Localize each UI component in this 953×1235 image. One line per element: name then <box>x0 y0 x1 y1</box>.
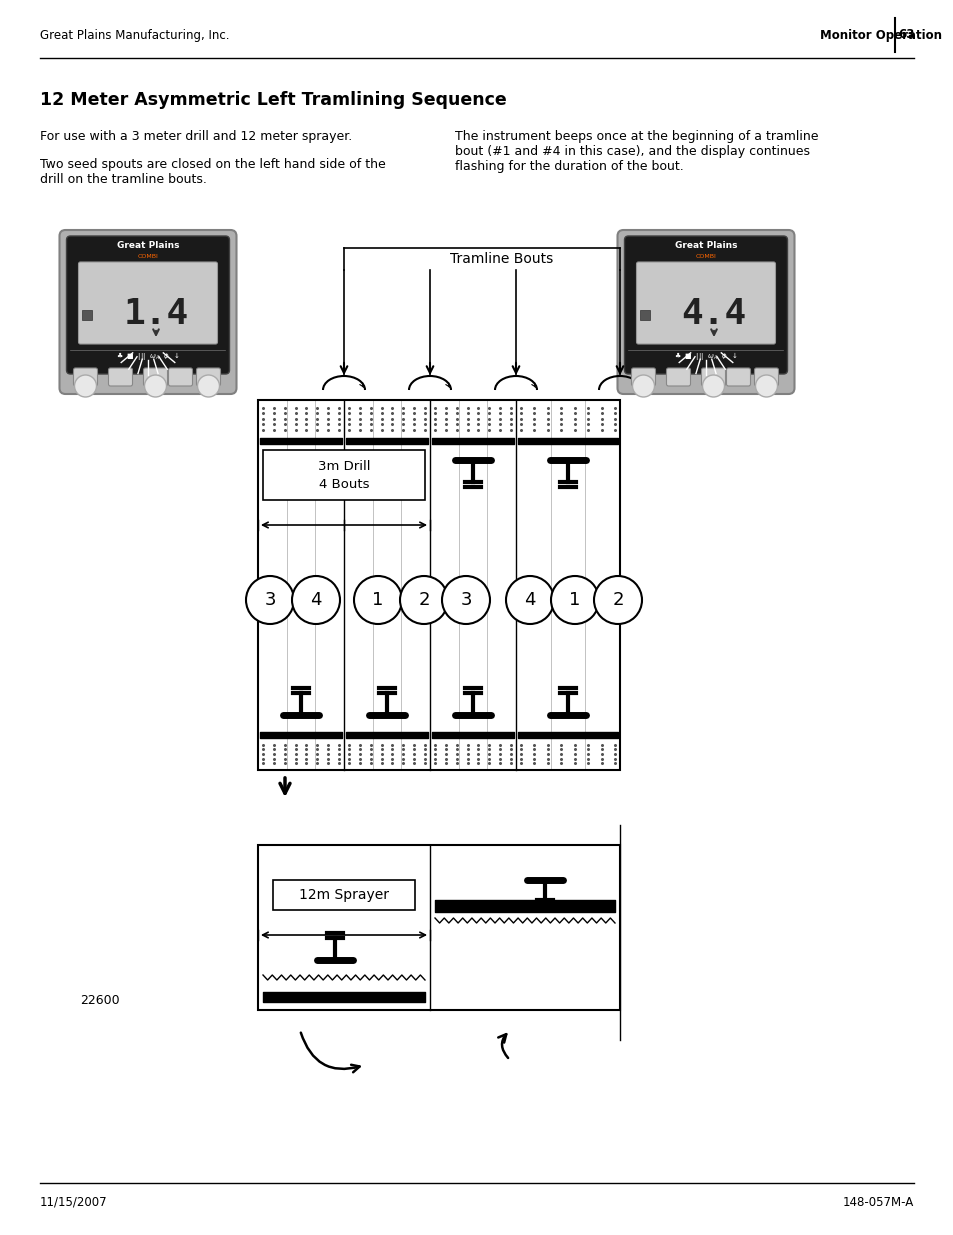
Circle shape <box>441 576 490 624</box>
FancyBboxPatch shape <box>631 368 655 387</box>
Text: 3: 3 <box>459 592 471 609</box>
FancyBboxPatch shape <box>67 236 230 374</box>
FancyBboxPatch shape <box>617 230 794 394</box>
Text: 4: 4 <box>524 592 536 609</box>
Text: $\clubsuit$  $\blacksquare$  |||  $\omega_A$  $\phi$  $\downarrow$: $\clubsuit$ $\blacksquare$ ||| $\omega_A… <box>673 350 738 362</box>
Text: 148-057M-A: 148-057M-A <box>841 1195 913 1209</box>
Text: 4: 4 <box>310 592 321 609</box>
FancyBboxPatch shape <box>700 368 724 387</box>
FancyBboxPatch shape <box>754 368 778 387</box>
FancyBboxPatch shape <box>143 368 168 387</box>
FancyBboxPatch shape <box>666 368 690 387</box>
Circle shape <box>505 576 554 624</box>
Text: 2: 2 <box>417 592 429 609</box>
FancyBboxPatch shape <box>636 262 775 345</box>
Text: Great Plains: Great Plains <box>674 242 737 251</box>
Text: Two seed spouts are closed on the left hand side of the
drill on the tramline bo: Two seed spouts are closed on the left h… <box>40 158 385 186</box>
Text: 3m Drill
4 Bouts: 3m Drill 4 Bouts <box>317 459 370 490</box>
FancyBboxPatch shape <box>109 368 132 387</box>
Circle shape <box>354 576 401 624</box>
Circle shape <box>74 375 96 396</box>
Text: For use with a 3 meter drill and 12 meter sprayer.: For use with a 3 meter drill and 12 mete… <box>40 130 352 143</box>
Text: 11/15/2007: 11/15/2007 <box>40 1195 108 1209</box>
FancyBboxPatch shape <box>726 368 750 387</box>
FancyBboxPatch shape <box>78 262 217 345</box>
Text: Monitor Operation: Monitor Operation <box>820 28 941 42</box>
FancyBboxPatch shape <box>196 368 220 387</box>
Text: COMBI: COMBI <box>137 254 158 259</box>
Bar <box>82 310 92 320</box>
Circle shape <box>144 375 167 396</box>
Text: 4.4: 4.4 <box>680 296 746 331</box>
Circle shape <box>594 576 641 624</box>
Circle shape <box>701 375 723 396</box>
Text: 63: 63 <box>898 28 914 42</box>
FancyBboxPatch shape <box>169 368 193 387</box>
Circle shape <box>755 375 777 396</box>
Bar <box>263 450 424 500</box>
Circle shape <box>399 576 448 624</box>
Bar <box>273 881 415 910</box>
Text: The instrument beeps once at the beginning of a tramline
bout (#1 and #4 in this: The instrument beeps once at the beginni… <box>455 130 818 173</box>
Circle shape <box>551 576 598 624</box>
Bar <box>257 400 619 769</box>
Circle shape <box>632 375 654 396</box>
Bar <box>257 845 619 1010</box>
Text: 1.4: 1.4 <box>123 296 189 331</box>
FancyBboxPatch shape <box>624 236 786 374</box>
Text: 1: 1 <box>569 592 580 609</box>
Text: Great Plains Manufacturing, Inc.: Great Plains Manufacturing, Inc. <box>40 28 230 42</box>
FancyBboxPatch shape <box>59 230 236 394</box>
Text: 12 Meter Asymmetric Left Tramlining Sequence: 12 Meter Asymmetric Left Tramlining Sequ… <box>40 91 506 109</box>
FancyBboxPatch shape <box>73 368 97 387</box>
Text: Tramline Bouts: Tramline Bouts <box>450 252 553 266</box>
Text: 12m Sprayer: 12m Sprayer <box>298 888 389 902</box>
Circle shape <box>246 576 294 624</box>
Text: $\clubsuit$  $\blacksquare$  |||  $\omega_A$  $\phi$  $\downarrow$: $\clubsuit$ $\blacksquare$ ||| $\omega_A… <box>116 350 180 362</box>
Bar <box>639 310 650 320</box>
Text: 1: 1 <box>372 592 383 609</box>
Circle shape <box>292 576 339 624</box>
Text: 3: 3 <box>264 592 275 609</box>
Circle shape <box>197 375 219 396</box>
Text: 22600: 22600 <box>80 993 119 1007</box>
Text: 2: 2 <box>612 592 623 609</box>
Text: Great Plains: Great Plains <box>116 242 179 251</box>
Text: COMBI: COMBI <box>695 254 716 259</box>
